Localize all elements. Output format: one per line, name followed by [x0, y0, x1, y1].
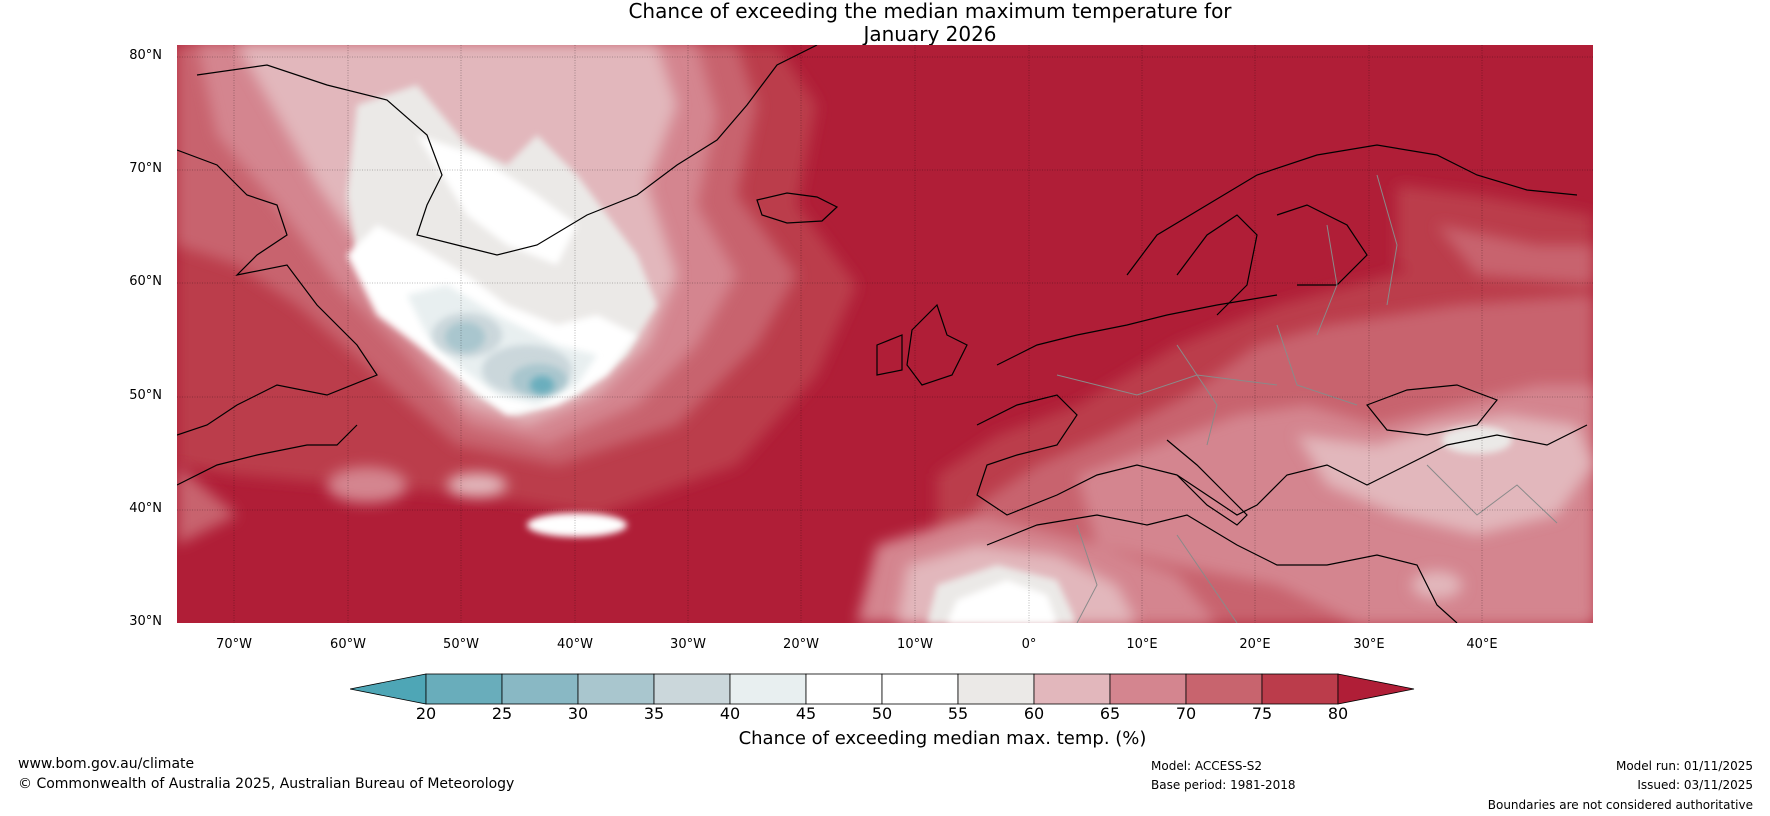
lat-label-70n: 70°N — [129, 161, 162, 176]
website-url: www.bom.gov.au/climate — [18, 756, 195, 772]
colorbar-tick-label: 65 — [1099, 704, 1121, 723]
lat-label-40n: 40°N — [129, 501, 162, 516]
lon-label-10w: 10°W — [897, 637, 933, 652]
lon-label-70w: 70°W — [216, 637, 252, 652]
colorbar-tick-label: 75 — [1251, 704, 1273, 723]
colorbar-extension-low — [350, 673, 427, 705]
colorbar-segment — [1109, 673, 1187, 705]
lat-label-50n: 50°N — [129, 388, 162, 403]
colorbar-tick-label: 25 — [491, 704, 513, 723]
lat-label-60n: 60°N — [129, 274, 162, 289]
title-line-2: January 2026 — [863, 22, 997, 46]
colorbar-segment — [653, 673, 731, 705]
lon-label-20w: 20°W — [783, 637, 819, 652]
colorbar-segment — [577, 673, 655, 705]
colorbar-segment — [1261, 673, 1339, 705]
lon-label-30e: 30°E — [1353, 637, 1385, 652]
lon-label-60w: 60°W — [330, 637, 366, 652]
colorbar-tick-label: 80 — [1327, 704, 1349, 723]
colorbar-segment — [957, 673, 1035, 705]
colorbar-tick-label: 50 — [871, 704, 893, 723]
colorbar-tick-label: 30 — [567, 704, 589, 723]
model-run-date: Model run: 01/11/2025 — [1615, 759, 1753, 773]
band-20-30 — [530, 376, 554, 394]
colorbar-tick-label: 70 — [1175, 704, 1197, 723]
colorbar-segment — [1185, 673, 1263, 705]
copyright-text: © Commonwealth of Australia 2025, Austra… — [18, 776, 515, 792]
lon-label-40e: 40°E — [1466, 637, 1498, 652]
colorbar-tick-label: 40 — [719, 704, 741, 723]
colorbar-tick-label: 60 — [1023, 704, 1045, 723]
colorbar — [350, 673, 1415, 705]
colorbar-segment — [881, 673, 959, 705]
colorbar-extension-high — [1337, 673, 1415, 705]
lat-label-30n: 30°N — [129, 614, 162, 629]
country-boundaries — [1056, 174, 1558, 623]
lon-label-20e: 20°E — [1239, 637, 1271, 652]
lon-label-40w: 40°W — [557, 637, 593, 652]
boundaries-disclaimer: Boundaries are not considered authoritat… — [1487, 798, 1753, 812]
colorbar-tick-label: 55 — [947, 704, 969, 723]
colorbar-segment — [729, 673, 807, 705]
colorbar-tick-label: 45 — [795, 704, 817, 723]
lon-label-0: 0° — [1021, 637, 1037, 652]
probability-map — [177, 45, 1593, 623]
colorbar-tick-label: 20 — [415, 704, 437, 723]
lat-label-80n: 80°N — [129, 48, 162, 63]
lon-label-10e: 10°E — [1126, 637, 1158, 652]
model-name: Model: ACCESS-S2 — [1151, 759, 1263, 773]
base-period: Base period: 1981-2018 — [1151, 778, 1296, 792]
coastlines — [177, 45, 1588, 623]
colorbar-label: Chance of exceeding median max. temp. (%… — [738, 728, 1147, 749]
colorbar-tick-label: 35 — [643, 704, 665, 723]
map-title: Chance of exceeding the median maximum t… — [0, 0, 1770, 46]
colorbar-segment — [805, 673, 883, 705]
title-line-1: Chance of exceeding the median maximum t… — [628, 0, 1232, 23]
lon-label-30w: 30°W — [670, 637, 706, 652]
colorbar-segment — [425, 673, 503, 705]
issued-date: Issued: 03/11/2025 — [1637, 778, 1753, 792]
graticule — [177, 45, 1593, 623]
lon-label-50w: 50°W — [443, 637, 479, 652]
colorbar-segment — [1033, 673, 1111, 705]
colorbar-segment — [501, 673, 579, 705]
